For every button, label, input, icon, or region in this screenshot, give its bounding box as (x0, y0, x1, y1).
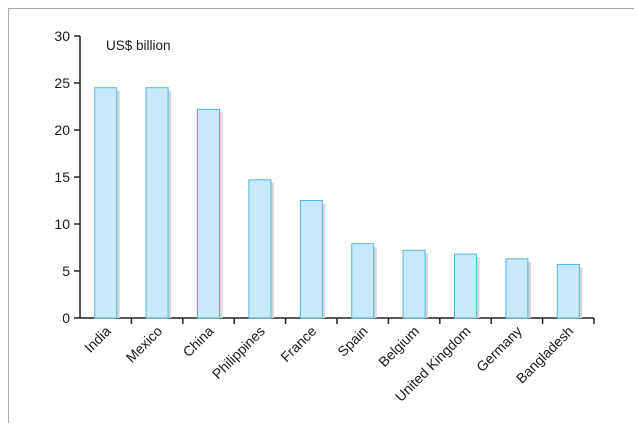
chart-frame (8, 8, 634, 423)
x-tick-label: Belgium (375, 323, 422, 370)
bar (299, 200, 323, 319)
y-tick-label: 5 (62, 263, 70, 279)
y-tick-labels: 0 5 10 15 20 25 30 (54, 28, 70, 326)
bar (351, 243, 375, 319)
x-tick-label: Germany (473, 323, 525, 375)
bar (197, 108, 220, 319)
y-tick-label: 15 (54, 169, 70, 185)
y-tick-label: 0 (62, 310, 70, 326)
unit-label: US$ billion (106, 38, 171, 53)
bar (454, 253, 477, 319)
y-tick-label: 25 (54, 75, 70, 91)
y-tick-label: 20 (54, 122, 70, 138)
x-tick-label: Philippines (209, 323, 268, 382)
bar (145, 87, 169, 319)
bar (94, 87, 118, 319)
bar (402, 249, 426, 319)
y-tick-label: 10 (54, 216, 70, 232)
y-tick-label: 30 (54, 28, 70, 44)
x-tick-label: France (277, 323, 319, 365)
bar (505, 258, 529, 319)
x-tick-label: India (81, 323, 114, 356)
bar (248, 179, 272, 319)
x-tick-label: Spain (334, 323, 371, 360)
x-tick-label: China (179, 323, 216, 360)
x-tick-label: Mexico (123, 323, 166, 366)
bars (94, 87, 583, 319)
bar (556, 263, 580, 319)
